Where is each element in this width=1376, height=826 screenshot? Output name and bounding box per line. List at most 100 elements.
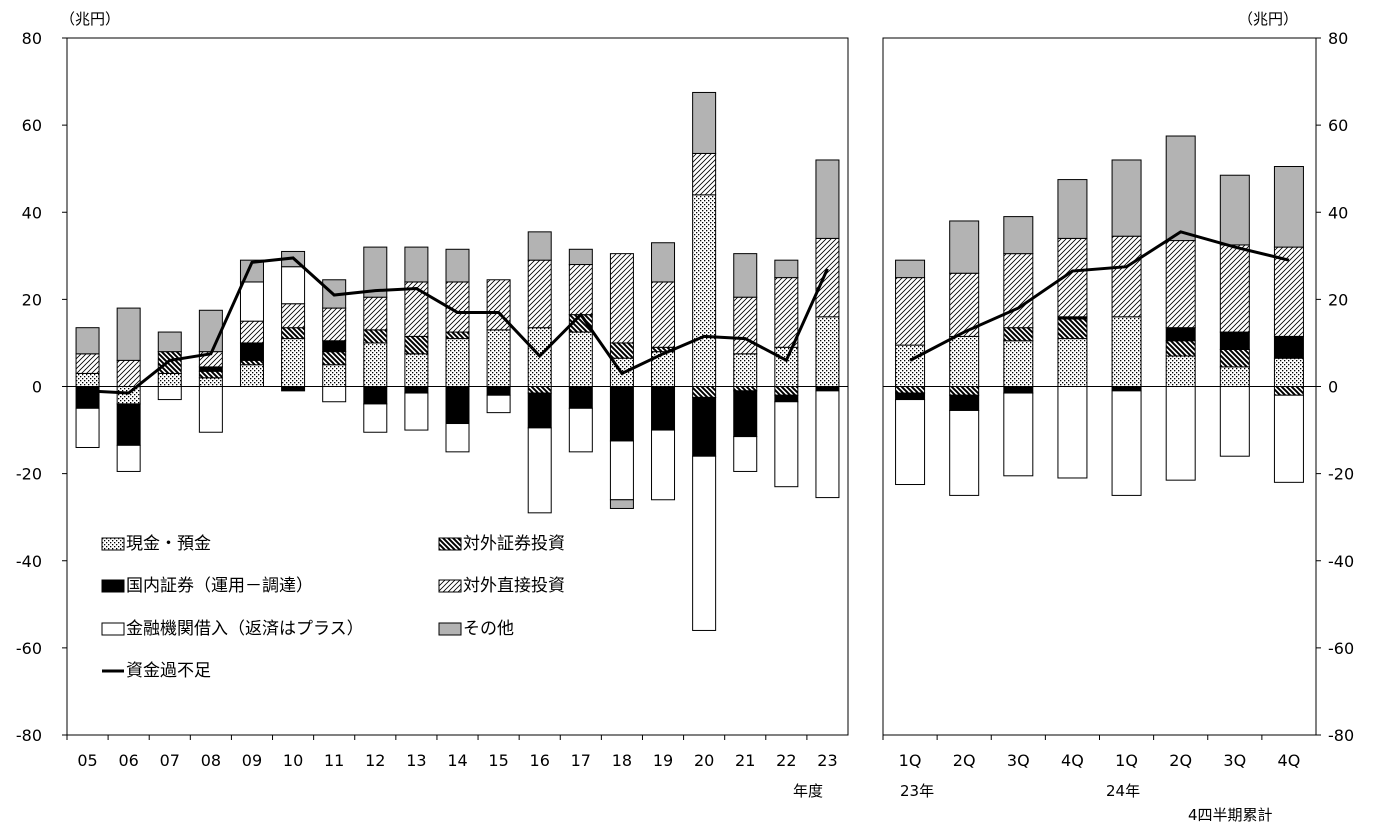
bar-cash-deposits-0-7 — [363, 342, 388, 387]
x-tick-label: 05 — [77, 751, 97, 770]
bar-other-1-4 — [1111, 159, 1142, 237]
bar-domestic-securities-0-4 — [239, 342, 264, 361]
bar-domestic-securities-0-0 — [75, 386, 100, 409]
bar-cash-deposits-0-1 — [116, 386, 141, 405]
bar-foreign-direct-investment-1-1 — [949, 272, 980, 337]
y-tick-label: 60 — [1328, 116, 1348, 135]
bar-other-0-18 — [815, 159, 840, 239]
bar-cash-deposits-1-3 — [1057, 338, 1088, 387]
left-balance-line — [87, 256, 829, 395]
bar-foreign-securities-0-13 — [609, 342, 634, 359]
bar-domestic-securities-0-11 — [527, 392, 552, 429]
x-tick-label: 15 — [488, 751, 508, 770]
bar-cash-deposits-0-3 — [198, 377, 223, 388]
bar-domestic-securities-0-18 — [815, 386, 840, 392]
bar-cash-deposits-0-4 — [239, 364, 264, 387]
bar-cash-deposits-0-15 — [692, 194, 717, 387]
bar-foreign-securities-1-0 — [895, 386, 926, 394]
bar-domestic-securities-0-5 — [281, 386, 306, 392]
y-tick-label: 0 — [32, 378, 42, 397]
bar-cash-deposits-0-17 — [774, 346, 799, 388]
bar-domestic-securities-0-13 — [609, 386, 634, 442]
bar-domestic-securities-0-7 — [363, 386, 388, 405]
bar-foreign-direct-investment-1-2 — [1003, 253, 1034, 329]
bar-domestic-securities-0-6 — [322, 340, 347, 353]
x-tick-label: 16 — [530, 751, 550, 770]
bar-domestic-securities-1-4 — [1111, 386, 1142, 392]
bar-cash-deposits-1-7 — [1273, 357, 1304, 388]
x-tick-label: 06 — [118, 751, 138, 770]
legend-swatch-domestic-securities — [101, 579, 125, 593]
bar-foreign-direct-investment-0-1 — [116, 359, 141, 387]
bar-other-0-11 — [527, 231, 552, 261]
bar-bank-borrowing-1-5 — [1165, 386, 1196, 481]
bar-bank-borrowing-0-10 — [486, 394, 511, 414]
x-tick-label: 4Q — [1061, 751, 1084, 770]
bar-other-0-17 — [774, 259, 799, 279]
bar-foreign-direct-investment-0-17 — [774, 277, 799, 348]
bar-bank-borrowing-0-9 — [445, 423, 470, 453]
bar-cash-deposits-1-5 — [1165, 355, 1196, 388]
bar-other-1-7 — [1273, 166, 1304, 248]
bar-bank-borrowing-0-17 — [774, 401, 799, 488]
left-bar-series — [75, 91, 840, 631]
bar-domestic-securities-1-0 — [895, 392, 926, 401]
bar-bank-borrowing-0-2 — [157, 386, 182, 401]
bar-other-0-1 — [116, 307, 141, 361]
bar-bank-borrowing-0-0 — [75, 407, 100, 448]
y-tick-label: 0 — [1328, 378, 1338, 397]
bar-bank-borrowing-0-7 — [363, 403, 388, 433]
bar-other-0-3 — [198, 309, 223, 353]
y-tick-label: 80 — [1328, 29, 1348, 48]
bar-bank-borrowing-1-4 — [1111, 390, 1142, 496]
bar-foreign-direct-investment-0-18 — [815, 237, 840, 318]
bar-bank-borrowing-0-8 — [404, 392, 429, 431]
x-tick-label: 1Q — [899, 751, 922, 770]
bar-other-0-16 — [733, 253, 758, 298]
legend-label: その他 — [463, 619, 514, 639]
right-x-axis: 1Q 2Q 3Q 4Q 1Q 2Q 3Q 4Q — [882, 735, 1300, 770]
bar-domestic-securities-1-6 — [1219, 331, 1250, 350]
bar-other-1-6 — [1219, 174, 1250, 246]
y-tick-label: 60 — [22, 116, 42, 135]
bar-other-0-15 — [692, 91, 717, 154]
x-tick-label: 2Q — [953, 751, 976, 770]
bar-domestic-securities-0-10 — [486, 386, 511, 396]
year-label-23: 23年 — [900, 782, 934, 800]
bar-domestic-securities-0-16 — [733, 390, 758, 438]
bar-domestic-securities-0-8 — [404, 386, 429, 394]
y-tick-label: -20 — [1328, 465, 1354, 484]
bar-other-1-5 — [1165, 135, 1196, 242]
bar-bank-borrowing-0-12 — [568, 407, 593, 453]
bar-other-1-3 — [1057, 179, 1088, 239]
bar-bank-borrowing-0-16 — [733, 436, 758, 472]
bar-cash-deposits-1-6 — [1219, 366, 1250, 388]
bar-foreign-securities-0-17 — [774, 386, 799, 396]
bar-cash-deposits-0-9 — [445, 338, 470, 387]
bar-other-1-0 — [895, 259, 926, 279]
bar-other-0-9 — [445, 248, 470, 283]
bar-foreign-direct-investment-1-0 — [895, 277, 926, 346]
bar-domestic-securities-0-9 — [445, 386, 470, 425]
bar-foreign-direct-investment-0-0 — [75, 353, 100, 374]
bar-bank-borrowing-0-1 — [116, 444, 141, 472]
bar-foreign-securities-1-5 — [1165, 340, 1196, 357]
bar-other-0-13 — [609, 499, 634, 509]
bar-foreign-direct-investment-1-7 — [1273, 246, 1304, 337]
bar-domestic-securities-0-3 — [198, 366, 223, 372]
bar-other-0-0 — [75, 327, 100, 355]
bar-cash-deposits-0-0 — [75, 372, 100, 387]
bar-foreign-securities-0-7 — [363, 329, 388, 344]
legend-label: 現金・預金 — [126, 534, 211, 554]
legend-label: 対外証券投資 — [463, 534, 565, 554]
right-unit-label: （兆円） — [1238, 10, 1298, 28]
bar-cash-deposits-0-12 — [568, 331, 593, 387]
bar-cash-deposits-0-2 — [157, 372, 182, 387]
bar-foreign-securities-0-8 — [404, 335, 429, 355]
left-unit-label: （兆円） — [60, 10, 120, 28]
bar-foreign-securities-1-2 — [1003, 327, 1034, 342]
y-tick-label: -40 — [16, 552, 42, 571]
bar-foreign-direct-investment-1-5 — [1165, 240, 1196, 329]
y-tick-label: -80 — [16, 726, 42, 745]
bar-bank-borrowing-0-3 — [198, 386, 223, 433]
